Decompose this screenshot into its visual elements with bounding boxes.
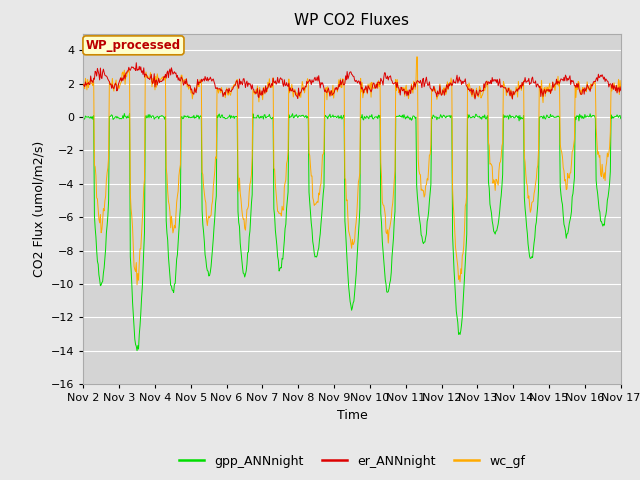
wc_gf (435, 93, 442, 98)
gpp_ANNnight (200, 239, 208, 244)
wc_gf (89, 83, 97, 88)
er_ANNnight (89, 80, 97, 86)
wc_gf (617, 86, 625, 92)
wc_gf (413, 54, 420, 60)
gpp_ANNnight (419, 239, 426, 244)
gpp_ANNnight (89, 117, 97, 122)
wc_gf (133, 282, 141, 288)
gpp_ANNnight (133, 348, 141, 354)
gpp_ANNnight (617, 116, 625, 121)
gpp_ANNnight (120, 110, 128, 116)
er_ANNnight (418, 85, 426, 91)
er_ANNnight (132, 60, 140, 66)
Text: WP_processed: WP_processed (86, 39, 181, 52)
er_ANNnight (200, 76, 207, 82)
Title: WP CO2 Fluxes: WP CO2 Fluxes (294, 13, 410, 28)
Legend: gpp_ANNnight, er_ANNnight, wc_gf: gpp_ANNnight, er_ANNnight, wc_gf (174, 450, 530, 473)
er_ANNnight (79, 82, 87, 88)
Line: gpp_ANNnight: gpp_ANNnight (83, 113, 621, 351)
er_ANNnight (434, 88, 442, 94)
gpp_ANNnight (79, 114, 87, 120)
er_ANNnight (145, 76, 153, 82)
wc_gf (228, 84, 236, 90)
wc_gf (79, 81, 87, 87)
Line: er_ANNnight: er_ANNnight (83, 63, 621, 99)
X-axis label: Time: Time (337, 408, 367, 421)
wc_gf (419, 188, 426, 193)
wc_gf (200, 184, 207, 190)
gpp_ANNnight (229, 114, 237, 120)
Y-axis label: CO2 Flux (umol/m2/s): CO2 Flux (umol/m2/s) (32, 141, 45, 277)
gpp_ANNnight (146, 112, 154, 118)
er_ANNnight (509, 96, 516, 102)
Line: wc_gf: wc_gf (83, 57, 621, 285)
er_ANNnight (228, 87, 236, 93)
er_ANNnight (617, 88, 625, 94)
wc_gf (145, 75, 153, 81)
gpp_ANNnight (435, 115, 442, 121)
